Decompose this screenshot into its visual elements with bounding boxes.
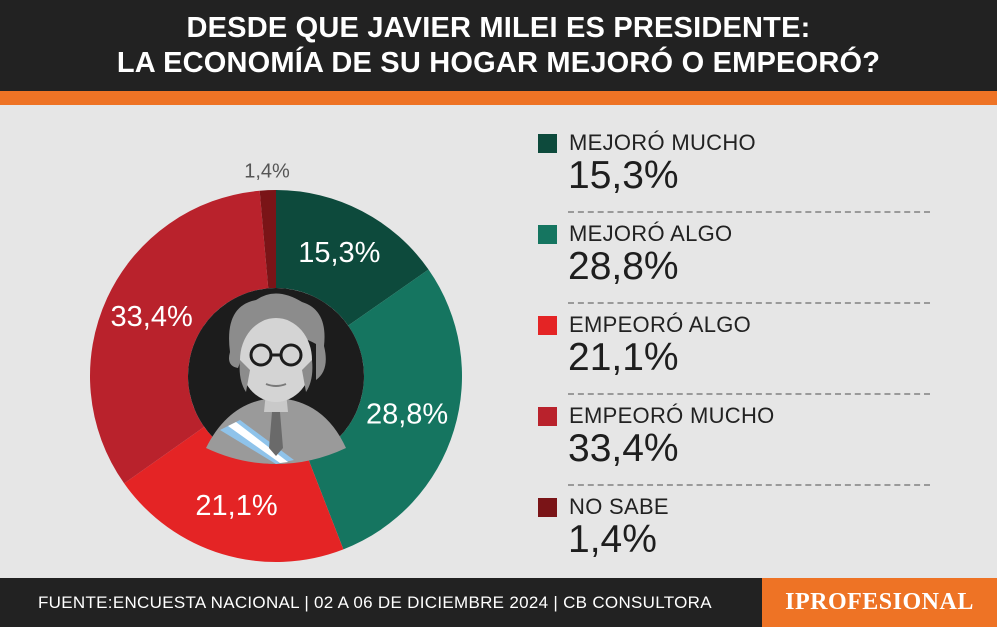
divider bbox=[568, 393, 930, 395]
title-line-2: LA ECONOMÍA DE SU HOGAR MEJORÓ O EMPEORÓ… bbox=[116, 46, 881, 79]
donut-slice-2 bbox=[307, 269, 462, 550]
donut-slice-5 bbox=[259, 190, 276, 289]
legend-item-mejoro-algo: MEJORÓ ALGO 28,8% bbox=[538, 219, 930, 310]
donut-chart: 15,3% 28,8% 21,1% 33,4% 1,4% bbox=[80, 130, 480, 570]
legend-label: NO SABE bbox=[569, 494, 669, 519]
donut-slice-4 bbox=[89, 190, 269, 484]
legend-value: 15,3% bbox=[568, 154, 679, 197]
center-portrait bbox=[188, 288, 364, 464]
legend-swatch bbox=[538, 133, 557, 153]
footer: FUENTE:ENCUESTA NACIONAL | 02 A 06 DE DI… bbox=[0, 578, 997, 627]
legend-swatch bbox=[538, 497, 557, 517]
legend-value: 33,4% bbox=[568, 427, 679, 470]
brand-logo: IPROFESIONAL bbox=[762, 578, 997, 627]
portrait-icon bbox=[206, 293, 346, 464]
donut-slice-3 bbox=[124, 426, 344, 562]
legend-swatch bbox=[538, 315, 557, 335]
legend-item-empeoro-mucho: EMPEORÓ MUCHO 33,4% bbox=[538, 401, 930, 492]
legend-item-empeoro-algo: EMPEORÓ ALGO 21,1% bbox=[538, 310, 930, 401]
legend-label: MEJORÓ MUCHO bbox=[569, 130, 756, 155]
divider bbox=[568, 484, 930, 486]
donut-slice-1 bbox=[276, 190, 429, 326]
legend-swatch bbox=[538, 406, 557, 426]
legend-value: 21,1% bbox=[568, 336, 679, 379]
legend-swatch bbox=[538, 224, 557, 244]
slice-value-label: 21,1% bbox=[195, 490, 277, 522]
divider bbox=[568, 211, 930, 213]
legend-label: EMPEORÓ MUCHO bbox=[569, 403, 775, 428]
title-line-1: DESDE QUE JAVIER MILEI ES PRESIDENTE: bbox=[186, 11, 811, 44]
legend-value: 1,4% bbox=[568, 518, 657, 561]
slice-value-label: 15,3% bbox=[298, 237, 380, 269]
legend-label: MEJORÓ ALGO bbox=[569, 221, 733, 246]
slice-value-label: 28,8% bbox=[366, 399, 448, 431]
legend-value: 28,8% bbox=[568, 245, 679, 288]
donut-chart-svg: 15,3% 28,8% 21,1% 33,4% 1,4% bbox=[89, 160, 462, 562]
legend: MEJORÓ MUCHO 15,3% MEJORÓ ALGO 28,8% EMP… bbox=[538, 128, 930, 583]
legend-label: EMPEORÓ ALGO bbox=[569, 312, 752, 337]
accent-bar bbox=[0, 91, 997, 105]
brand-logo-text: IPROFESIONAL bbox=[785, 589, 974, 615]
legend-item-no-sabe: NO SABE 1,4% bbox=[538, 492, 930, 583]
slice-value-label: 1,4% bbox=[244, 160, 290, 182]
slice-value-label: 33,4% bbox=[111, 301, 193, 333]
legend-item-mejoro-mucho: MEJORÓ MUCHO 15,3% bbox=[538, 128, 930, 219]
source-note: FUENTE:ENCUESTA NACIONAL | 02 A 06 DE DI… bbox=[38, 593, 712, 612]
divider bbox=[568, 302, 930, 304]
title-banner: DESDE QUE JAVIER MILEI ES PRESIDENTE: LA… bbox=[0, 0, 997, 91]
